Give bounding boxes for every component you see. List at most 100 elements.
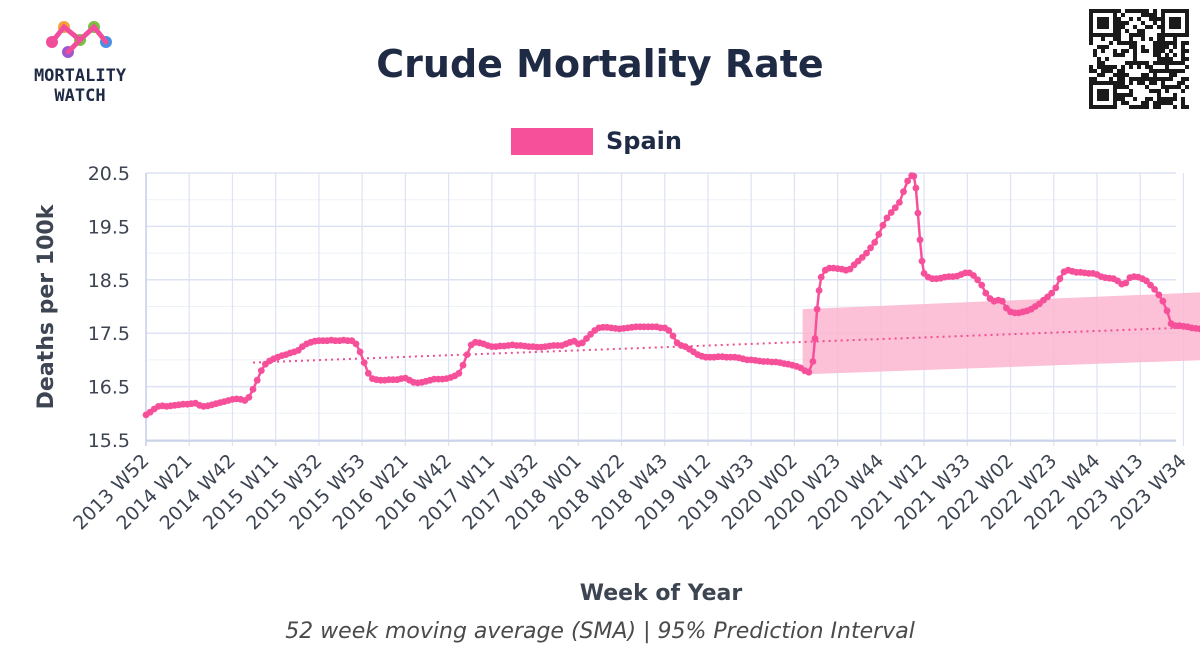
- y-tick-label: 15.5: [88, 430, 130, 452]
- qr-module: [1093, 53, 1097, 57]
- data-point[interactable]: [896, 199, 903, 206]
- data-point[interactable]: [970, 272, 977, 279]
- data-point[interactable]: [846, 265, 854, 273]
- data-point[interactable]: [669, 332, 677, 340]
- data-point[interactable]: [245, 393, 253, 401]
- data-point[interactable]: [813, 305, 821, 313]
- mortality-watch-logo[interactable]: MORTALITY WATCH: [34, 21, 127, 106]
- data-point[interactable]: [910, 172, 918, 180]
- qr-module: [1185, 41, 1189, 45]
- data-point[interactable]: [352, 340, 360, 348]
- qr-code-icon[interactable]: [1089, 9, 1189, 109]
- data-point[interactable]: [1143, 277, 1150, 285]
- qr-module: [1089, 85, 1093, 89]
- qr-module: [1181, 9, 1185, 13]
- qr-module: [1153, 73, 1157, 77]
- qr-module: [1185, 9, 1189, 13]
- qr-module: [1141, 21, 1145, 25]
- data-point[interactable]: [978, 281, 986, 289]
- qr-module: [1169, 85, 1173, 89]
- qr-module: [1129, 33, 1133, 37]
- data-point[interactable]: [356, 348, 364, 356]
- data-point[interactable]: [1048, 289, 1056, 297]
- qr-module: [1145, 105, 1149, 109]
- data-point[interactable]: [875, 231, 883, 238]
- data-point[interactable]: [858, 254, 866, 261]
- qr-module: [1153, 77, 1157, 81]
- data-point[interactable]: [1052, 284, 1060, 292]
- data-point[interactable]: [1159, 297, 1167, 305]
- data-point[interactable]: [809, 358, 817, 365]
- data-point[interactable]: [871, 239, 879, 246]
- data-point[interactable]: [1196, 325, 1200, 333]
- qr-module: [1181, 69, 1185, 73]
- qr-module: [1149, 89, 1153, 93]
- qr-module: [1105, 21, 1109, 25]
- qr-module: [1173, 105, 1177, 109]
- data-point[interactable]: [1147, 281, 1154, 289]
- data-point[interactable]: [867, 244, 874, 252]
- qr-module: [1109, 69, 1113, 73]
- data-point[interactable]: [914, 209, 922, 217]
- qr-module: [1157, 89, 1161, 93]
- data-point[interactable]: [912, 184, 920, 192]
- data-point[interactable]: [1151, 286, 1158, 293]
- data-point[interactable]: [583, 335, 590, 342]
- qr-module: [1185, 57, 1189, 61]
- qr-module: [1113, 65, 1117, 69]
- data-point[interactable]: [891, 204, 899, 212]
- qr-module: [1177, 17, 1181, 21]
- data-point[interactable]: [887, 209, 895, 216]
- qr-module: [1101, 37, 1105, 41]
- qr-module: [1093, 77, 1097, 81]
- qr-module: [1169, 9, 1173, 13]
- logo-line2: WATCH: [54, 86, 105, 106]
- data-point[interactable]: [879, 221, 887, 229]
- data-point[interactable]: [1122, 279, 1130, 287]
- data-point[interactable]: [918, 257, 926, 265]
- data-point[interactable]: [900, 188, 907, 196]
- qr-module: [1113, 37, 1117, 41]
- data-point[interactable]: [811, 335, 819, 342]
- legend[interactable]: Spain: [511, 127, 682, 155]
- data-point[interactable]: [904, 177, 911, 185]
- qr-module: [1101, 49, 1105, 53]
- qr-module: [1133, 9, 1137, 13]
- data-point[interactable]: [360, 359, 368, 366]
- data-point[interactable]: [1056, 275, 1064, 283]
- qr-module: [1181, 41, 1185, 45]
- qr-module: [1129, 45, 1133, 49]
- qr-module: [1161, 45, 1165, 49]
- qr-module: [1137, 105, 1141, 109]
- data-point[interactable]: [665, 327, 673, 334]
- data-point[interactable]: [364, 369, 372, 377]
- qr-module: [1121, 77, 1125, 81]
- qr-module: [1125, 9, 1129, 13]
- data-point[interactable]: [257, 367, 265, 374]
- data-point[interactable]: [253, 376, 261, 384]
- data-point[interactable]: [974, 276, 981, 284]
- qr-module: [1137, 81, 1141, 85]
- data-point[interactable]: [863, 249, 870, 257]
- qr-module: [1145, 101, 1149, 105]
- data-point[interactable]: [455, 369, 463, 377]
- data-point[interactable]: [459, 361, 467, 369]
- qr-module: [1153, 21, 1157, 25]
- data-point[interactable]: [805, 368, 813, 376]
- data-point[interactable]: [982, 289, 990, 297]
- data-point[interactable]: [815, 287, 823, 294]
- data-point[interactable]: [249, 385, 257, 393]
- qr-module: [1109, 33, 1113, 37]
- data-point[interactable]: [463, 351, 471, 358]
- data-point[interactable]: [916, 236, 924, 244]
- data-point[interactable]: [1163, 307, 1171, 315]
- qr-module: [1161, 37, 1165, 41]
- data-point[interactable]: [883, 214, 891, 222]
- qr-module: [1161, 17, 1165, 21]
- qr-module: [1105, 57, 1109, 61]
- data-point[interactable]: [579, 339, 586, 347]
- qr-module: [1181, 45, 1185, 49]
- data-point[interactable]: [998, 297, 1006, 305]
- data-point[interactable]: [1155, 291, 1163, 299]
- data-point[interactable]: [817, 273, 825, 281]
